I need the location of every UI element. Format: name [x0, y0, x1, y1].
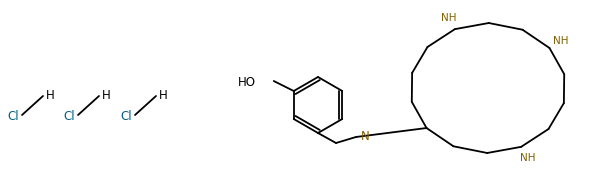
- Text: HO: HO: [238, 75, 256, 88]
- Text: Cl: Cl: [63, 110, 75, 122]
- Text: NH: NH: [441, 13, 456, 23]
- Text: H: H: [102, 88, 111, 102]
- Text: NH: NH: [520, 153, 535, 163]
- Text: NH: NH: [553, 36, 568, 46]
- Text: H: H: [159, 88, 168, 102]
- Text: H: H: [46, 88, 55, 102]
- Text: Cl: Cl: [120, 110, 132, 122]
- Text: Cl: Cl: [7, 110, 19, 122]
- Text: N: N: [361, 130, 370, 144]
